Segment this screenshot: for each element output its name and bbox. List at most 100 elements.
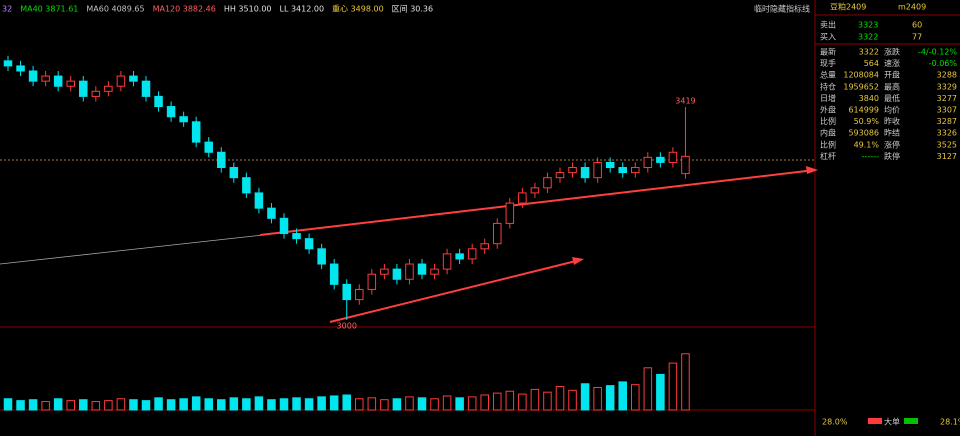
volume-bar	[442, 395, 452, 411]
volume-bar	[254, 396, 264, 411]
order-price: 3323	[858, 21, 878, 30]
field-label: 杠杆	[820, 151, 836, 161]
field-value: 3127	[937, 152, 957, 161]
ma-line	[0, 231, 291, 265]
field-label: 最低	[884, 93, 900, 103]
field-label: 持仓	[820, 81, 836, 91]
volume-bar	[380, 399, 389, 411]
order-label: 买入	[820, 33, 836, 42]
hide-button[interactable]	[756, 3, 812, 14]
field-value: 3329	[937, 82, 957, 91]
volume-bar	[329, 395, 339, 411]
volume-bar	[91, 401, 101, 411]
candle-body	[467, 248, 477, 260]
volume-bar	[53, 398, 63, 411]
volume-bar	[229, 397, 239, 411]
volume-bar	[66, 400, 75, 411]
volume-bar	[104, 400, 113, 411]
volume-bar	[242, 398, 251, 411]
volume-bar	[116, 398, 126, 411]
field-value: 593086	[848, 129, 879, 138]
candle-body	[392, 268, 402, 280]
candle-body	[292, 233, 301, 240]
order-label: 卖出	[820, 20, 836, 30]
volume-bar	[304, 398, 314, 411]
field-label: 最高	[884, 81, 900, 91]
candle-body	[41, 75, 50, 82]
arrow-head	[572, 257, 584, 265]
candle-body	[129, 75, 138, 82]
candle-body	[104, 85, 113, 92]
field-label: 内盘	[820, 128, 836, 138]
volume-bar	[16, 400, 25, 411]
candle-body	[279, 217, 289, 235]
indicator-label: 重心 3498.00	[332, 4, 384, 14]
field-label: 总量	[820, 70, 836, 80]
volume-bar	[668, 362, 678, 411]
candle-body	[493, 222, 502, 245]
indicator-label: 32	[2, 5, 12, 14]
candle-body	[605, 161, 615, 169]
field-value: 1208084	[843, 71, 879, 80]
volume-bar	[191, 396, 201, 411]
volume-bar	[317, 396, 326, 411]
volume-bar	[166, 399, 176, 411]
annotation: 3000	[337, 321, 357, 330]
candle-body	[28, 70, 38, 82]
volume-bar	[631, 384, 640, 411]
candle-body	[217, 151, 226, 169]
candle-body	[568, 167, 577, 174]
candle-body	[154, 95, 163, 108]
candle-body	[668, 151, 678, 163]
volume-bar	[505, 390, 515, 411]
volume-bar	[618, 381, 627, 411]
volume-bar	[656, 373, 665, 411]
field-value: 3287	[937, 117, 957, 126]
field-value: 1959652	[843, 82, 879, 91]
candle-body	[329, 263, 339, 285]
candle-body	[530, 187, 540, 194]
candle-body	[405, 263, 414, 280]
field-label: 开盘	[884, 70, 900, 80]
volume-bar	[605, 385, 615, 411]
field-label: 昨收	[884, 116, 900, 126]
order-volume: 77	[912, 33, 922, 42]
indicator-label: LL 3412.00	[280, 5, 325, 14]
volume-bar	[681, 353, 690, 411]
candle-body	[555, 172, 565, 179]
order-volume: 60	[912, 21, 922, 30]
indicator-label: 区间 30.36	[392, 5, 433, 14]
volume-bar	[154, 397, 163, 411]
legend-swatch	[868, 418, 882, 424]
volume-bar	[430, 398, 439, 411]
hide-button-label[interactable]: 临时隐藏指标线	[754, 4, 810, 14]
candle-body	[254, 192, 264, 209]
field-label: 比例	[820, 116, 836, 126]
volume-bar	[41, 401, 50, 411]
indicator-label: MA40 3871.61	[20, 5, 78, 14]
field-value: -0.06%	[929, 59, 958, 68]
candle-body	[229, 167, 239, 179]
field-value: 614999	[848, 106, 879, 115]
field-label: 跌停	[884, 151, 900, 161]
candle-body	[580, 167, 590, 179]
candle-body	[593, 161, 602, 179]
candle-body	[3, 60, 13, 67]
volume-bar	[417, 397, 427, 411]
volume-bar	[3, 398, 13, 411]
candle-body	[317, 248, 326, 265]
candle-body	[16, 65, 25, 72]
candle-body	[141, 80, 151, 97]
candle-body	[380, 268, 389, 275]
candle-body	[191, 121, 201, 143]
candle-body	[442, 253, 452, 270]
volume-bar	[292, 397, 301, 411]
field-value: 3307	[937, 106, 957, 115]
field-value: 49.1%	[854, 140, 880, 149]
footer-left: 28.0%	[822, 418, 848, 427]
candle-body	[267, 207, 276, 219]
volume-bar	[405, 396, 414, 411]
symbol-code: m2409	[898, 3, 926, 12]
candle-body	[543, 177, 552, 189]
candle-body	[518, 192, 527, 204]
